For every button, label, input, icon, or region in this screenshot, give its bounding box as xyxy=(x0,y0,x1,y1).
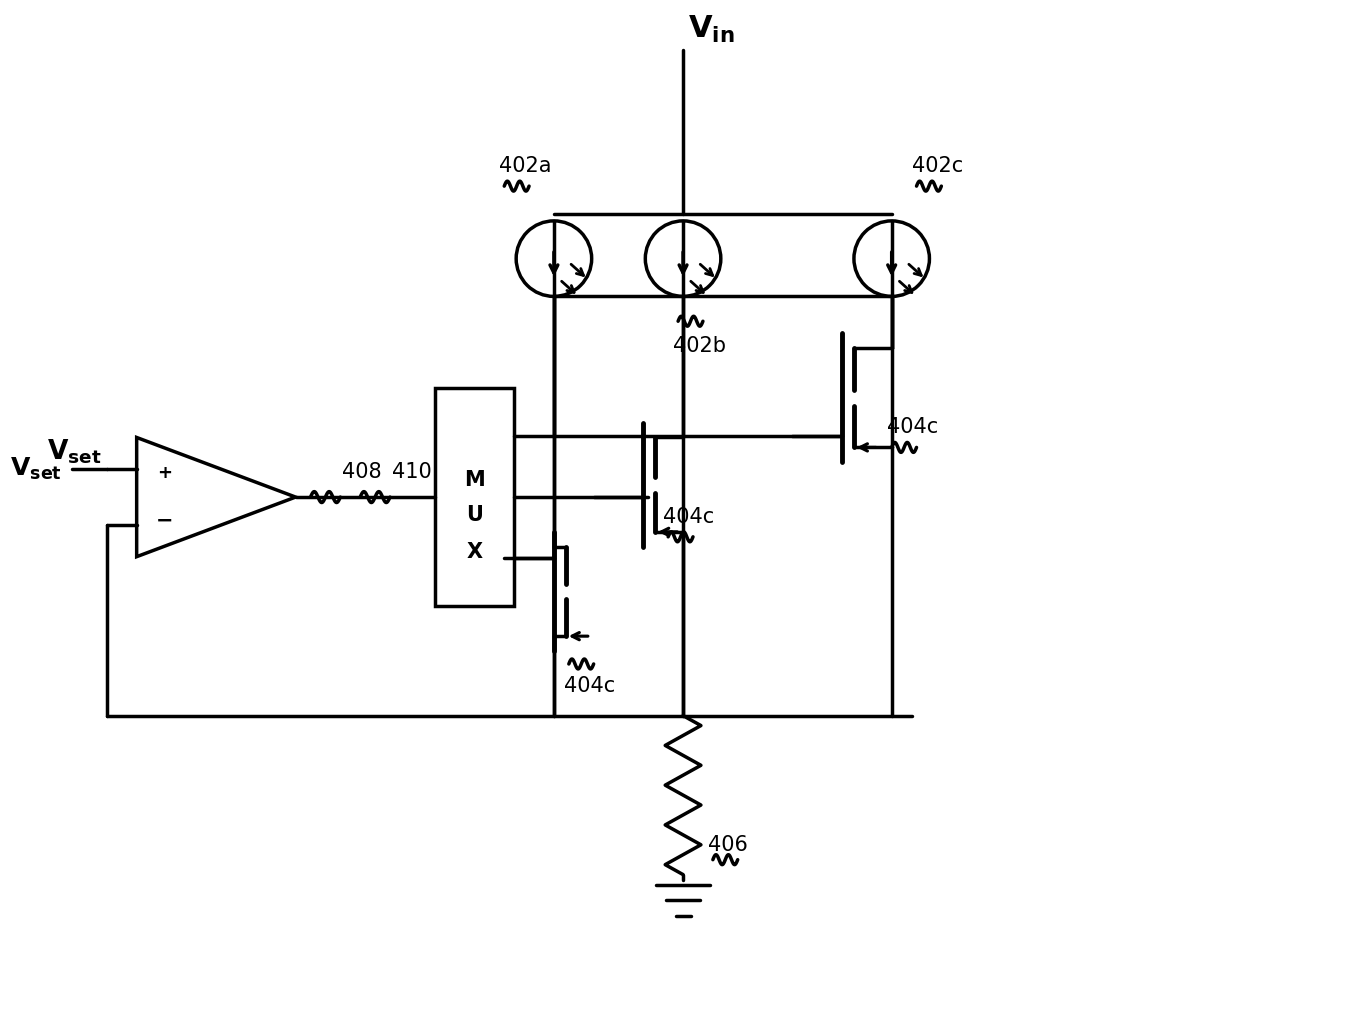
Text: −: − xyxy=(156,511,173,531)
Text: M: M xyxy=(464,470,484,489)
Text: 404c: 404c xyxy=(564,676,615,696)
Text: $\mathbf{V_{set}}$: $\mathbf{V_{set}}$ xyxy=(11,457,63,482)
Text: 402a: 402a xyxy=(499,157,552,176)
Text: $\mathbf{V_{set}}$: $\mathbf{V_{set}}$ xyxy=(48,437,102,466)
Bar xyxy=(435,387,514,606)
Text: 402b: 402b xyxy=(673,337,726,356)
Text: 408: 408 xyxy=(343,462,382,482)
Text: 406: 406 xyxy=(709,835,748,854)
Text: X: X xyxy=(466,542,483,561)
Text: 404c: 404c xyxy=(887,417,938,437)
Text: 404c: 404c xyxy=(664,506,714,527)
Text: U: U xyxy=(466,504,483,525)
Text: +: + xyxy=(156,464,171,482)
Text: $\mathbf{V_{in}}$: $\mathbf{V_{in}}$ xyxy=(688,14,734,45)
Text: 410: 410 xyxy=(392,462,431,482)
Text: 402c: 402c xyxy=(911,157,963,176)
